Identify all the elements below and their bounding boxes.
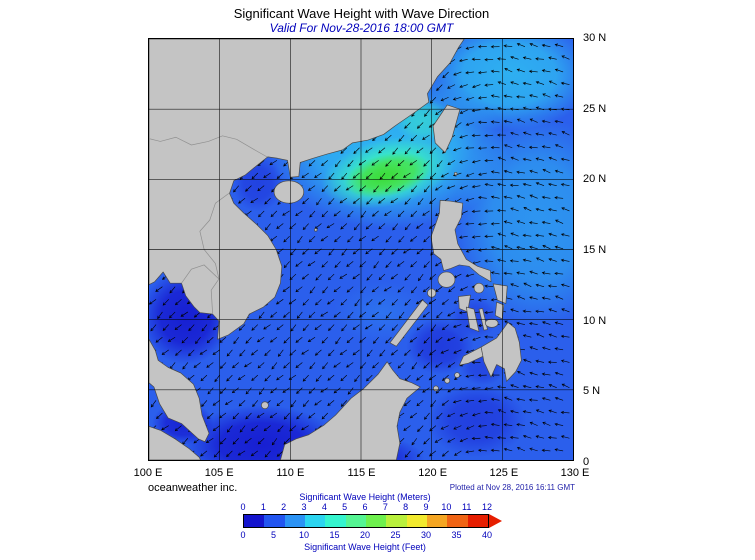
- legend-overflow-arrow-icon: [489, 514, 502, 528]
- legend-feet-tick: 0: [240, 530, 246, 540]
- legend-meters-tick: 11: [461, 502, 472, 512]
- map-svg: [149, 39, 573, 460]
- legend-feet-ticks: 0 5 10 15 20 25 30 35 40: [240, 530, 492, 540]
- x-tick-label: 115 E: [347, 467, 376, 479]
- x-tick-label: 125 E: [489, 467, 519, 479]
- legend-title-meters: Significant Wave Height (Meters): [299, 492, 431, 502]
- y-tick-label: 15 N: [583, 244, 607, 256]
- grid-lines: [149, 39, 573, 460]
- y-tick-label: 0: [583, 456, 590, 468]
- land-malay-peninsula: [149, 338, 210, 443]
- legend-color-segment: [284, 515, 305, 527]
- legend-feet-tick: 15: [329, 530, 340, 540]
- legend-color-segment: [325, 515, 346, 527]
- y-tick-label: 30 N: [583, 32, 607, 44]
- legend-feet-tick: 35: [451, 530, 462, 540]
- legend-color-segment: [406, 515, 427, 527]
- land-batanes: [453, 171, 458, 176]
- y-tick-label: 5 N: [583, 385, 601, 398]
- legend-color-segment: [386, 515, 407, 527]
- legend-meters-tick: 1: [260, 502, 266, 512]
- land-palawan: [389, 299, 429, 347]
- land-sumatra: [149, 425, 201, 460]
- legend-color-segment: [365, 515, 387, 527]
- y-tick-label: 25 N: [583, 102, 607, 115]
- legend-color-segment: [426, 515, 448, 527]
- land-mainland-asia: [149, 39, 465, 340]
- legend-color-segment: [447, 515, 468, 527]
- legend-color-segment: [244, 515, 265, 527]
- x-tick-label: 120 E: [418, 467, 448, 479]
- land-masbate: [473, 282, 485, 294]
- plotted-timestamp: Plotted at Nov 28, 2016 16:11 GMT: [449, 483, 575, 492]
- land-hainan: [273, 180, 305, 204]
- legend-color-segment: [264, 515, 285, 527]
- land-sulu-2: [444, 377, 451, 384]
- legend-feet-tick: 25: [390, 530, 401, 540]
- legend-meters-tick: 4: [321, 502, 327, 512]
- longitude-axis: 100 E 105 E 110 E 115 E 120 E 125 E 130 E: [134, 467, 590, 481]
- legend-meters-tick: 3: [301, 502, 307, 512]
- legend-color-segment: [304, 515, 326, 527]
- x-tick-label: 100 E: [133, 467, 163, 479]
- legend-meters-tick: 7: [382, 502, 388, 512]
- land-sulu-3: [454, 372, 461, 378]
- land-natuna: [261, 401, 269, 410]
- land-sulu-1: [433, 385, 439, 392]
- legend-meters-tick: 8: [403, 502, 409, 512]
- latitude-axis: 30 N 25 N 20 N 15 N 10 N 5 N 0: [583, 32, 628, 468]
- x-tick-label: 110 E: [276, 467, 305, 479]
- legend-feet-tick: 40: [481, 530, 493, 540]
- legend-colorbar: [243, 514, 489, 528]
- legend-meters-tick: 0: [240, 502, 246, 512]
- legend-meters-tick: 5: [342, 502, 348, 512]
- y-tick-label: 10 N: [583, 314, 607, 327]
- page-title: Significant Wave Height with Wave Direct…: [233, 6, 490, 21]
- land-borneo: [280, 361, 421, 460]
- legend-feet-tick: 30: [420, 530, 432, 540]
- legend-color-segment: [467, 515, 488, 527]
- x-tick-label: 105 E: [204, 467, 234, 479]
- legend-title-feet: Significant Wave Height (Feet): [304, 542, 426, 552]
- land-bohol: [485, 318, 499, 328]
- land-cebu: [478, 308, 488, 331]
- legend-feet-tick: 20: [359, 530, 371, 540]
- legend-feet-tick: 5: [270, 530, 277, 540]
- legend-meters-tick: 10: [441, 502, 452, 512]
- map-plot-area: [148, 38, 574, 461]
- legend-meters-tick: 6: [362, 502, 368, 512]
- legend-meters-ticks: 0 1 2 3 4 5 6 7 8 9 10 11 12: [240, 502, 492, 512]
- y-tick-label: 20 N: [583, 173, 607, 186]
- legend-meters-tick: 2: [281, 502, 287, 512]
- valid-time-subtitle: Valid For Nov-28-2016 18:00 GMT: [269, 21, 454, 35]
- credit-text: oceanweather inc.: [148, 482, 238, 494]
- x-tick-label: 130 E: [560, 467, 590, 479]
- legend-color-segment: [345, 515, 366, 527]
- land-mindoro: [437, 271, 456, 288]
- land-paracel: [314, 228, 318, 232]
- legend-meters-tick: 9: [423, 502, 429, 512]
- legend-feet-tick: 10: [298, 530, 310, 540]
- land-layer: [149, 39, 522, 460]
- land-negros: [465, 306, 480, 332]
- land-mindanao: [480, 322, 522, 382]
- legend-meters-tick: 12: [481, 502, 493, 512]
